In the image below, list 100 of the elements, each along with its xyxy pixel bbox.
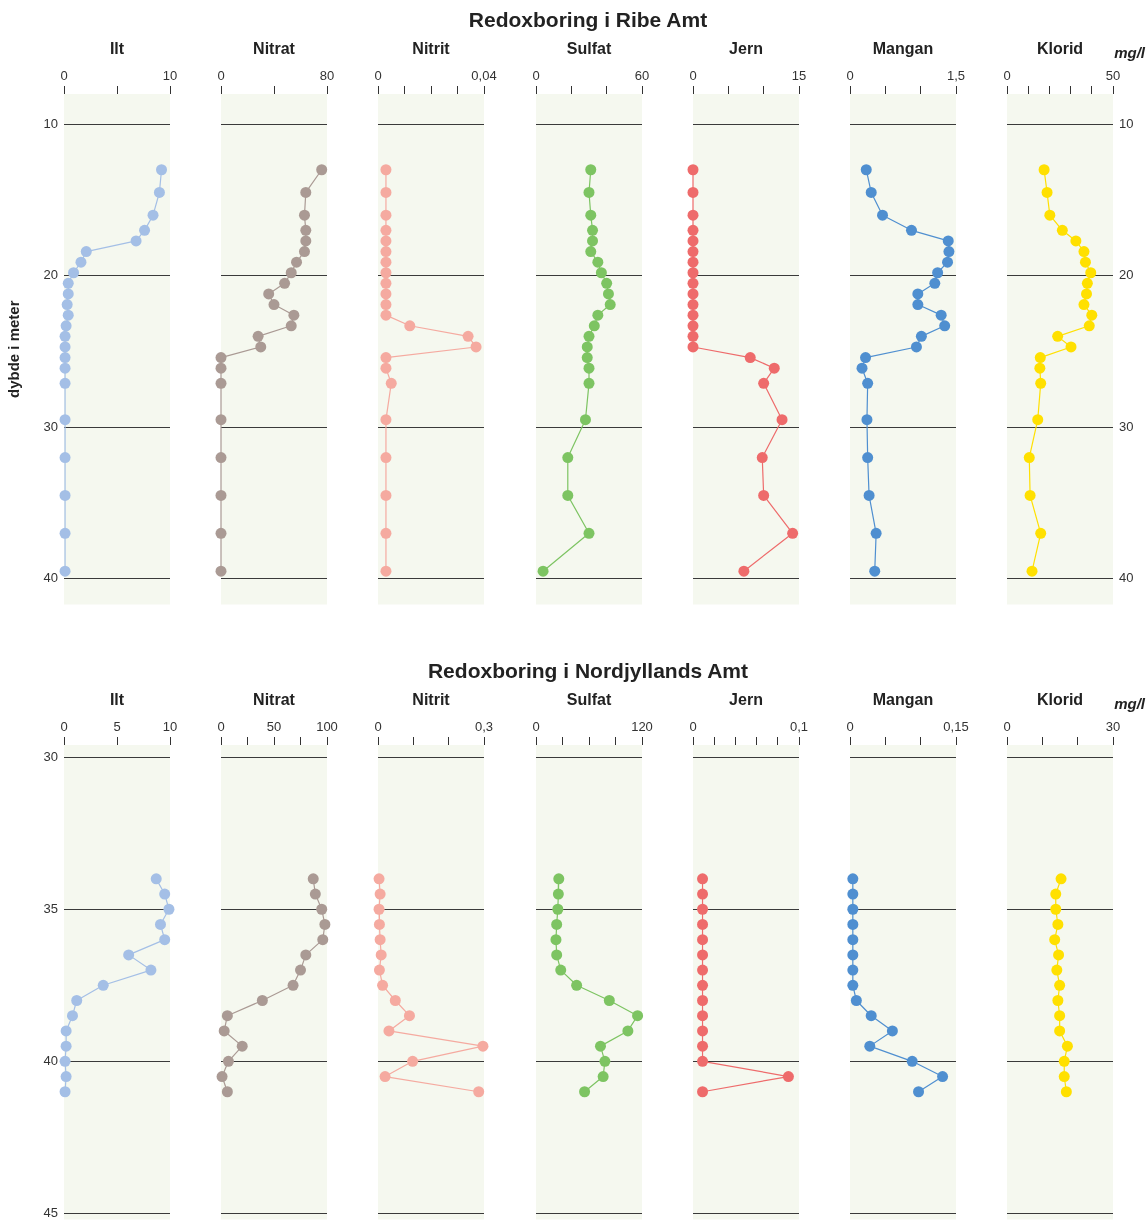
point	[603, 995, 615, 1006]
point	[738, 565, 750, 577]
point	[317, 934, 329, 946]
y2-tick-label: 40	[1119, 570, 1134, 586]
point	[404, 1010, 416, 1022]
point	[687, 341, 699, 353]
point	[1034, 352, 1046, 364]
x-tick-label: 1,5	[946, 67, 966, 83]
point	[551, 903, 563, 915]
x-tick-label: 0,04	[471, 67, 498, 83]
point	[300, 235, 312, 247]
point	[687, 309, 699, 321]
point	[1081, 288, 1093, 300]
point	[583, 186, 595, 198]
point	[860, 352, 872, 364]
point	[60, 1040, 72, 1052]
x-tick-label: 0	[217, 67, 225, 83]
point	[631, 1010, 643, 1022]
point	[584, 209, 596, 221]
point	[300, 949, 312, 961]
point	[856, 362, 868, 374]
point	[696, 979, 708, 991]
point	[687, 288, 699, 300]
point	[380, 209, 392, 221]
point	[1058, 1071, 1070, 1083]
point	[847, 873, 859, 885]
point	[215, 414, 227, 426]
point	[862, 452, 874, 464]
point	[380, 235, 392, 247]
point	[561, 489, 573, 501]
point	[861, 414, 873, 426]
point	[373, 873, 385, 885]
point	[942, 235, 954, 247]
text: Redoxboring i Nordjyllands Amt	[426, 659, 750, 683]
point	[591, 256, 603, 268]
point	[696, 934, 708, 946]
point	[583, 377, 595, 389]
point	[696, 888, 708, 900]
point	[744, 352, 756, 364]
x-axis-title: Mangan	[872, 40, 934, 58]
point	[147, 209, 159, 221]
point	[215, 377, 227, 389]
point	[937, 1071, 949, 1083]
point	[215, 362, 227, 374]
y2-tick-label: 30	[1119, 418, 1134, 434]
y-tick-label: 45	[43, 1204, 58, 1220]
point	[1054, 1025, 1066, 1037]
point	[1034, 362, 1046, 374]
x-tick-label: 5	[113, 718, 121, 734]
text: Redoxboring i Ribe Amt	[467, 8, 709, 32]
point	[929, 277, 941, 289]
point	[687, 235, 699, 247]
point	[263, 288, 275, 300]
point	[687, 186, 699, 198]
point	[379, 1071, 391, 1083]
x-tick-label: 0	[1003, 718, 1011, 734]
point	[550, 934, 562, 946]
x-tick-label: 0	[1003, 67, 1011, 83]
point	[1062, 1040, 1074, 1052]
y-tick-label: 30	[43, 418, 58, 434]
point	[380, 362, 392, 374]
point	[1035, 377, 1047, 389]
point	[59, 489, 71, 501]
point	[696, 1055, 708, 1067]
point	[786, 527, 798, 539]
x-tick-label: 0	[531, 718, 540, 734]
point	[1050, 903, 1062, 915]
point	[1082, 277, 1094, 289]
x-tick-label: 60	[634, 67, 649, 83]
point	[300, 186, 312, 198]
point	[588, 320, 600, 332]
point	[377, 979, 389, 991]
point	[380, 224, 392, 236]
point	[579, 414, 591, 426]
point	[154, 918, 166, 930]
point	[62, 288, 74, 300]
point	[870, 527, 882, 539]
point	[59, 377, 71, 389]
point	[1065, 341, 1077, 353]
x-axis-title: Sulfat	[566, 691, 612, 709]
point	[268, 299, 280, 311]
point	[768, 362, 780, 374]
point	[316, 903, 328, 915]
y-tick-label: 20	[43, 267, 58, 283]
point	[316, 164, 328, 176]
point	[602, 288, 614, 300]
point	[222, 1086, 234, 1098]
point	[598, 1055, 610, 1067]
x-tick-label: 0	[60, 718, 68, 734]
x-tick-label: 10	[162, 718, 178, 734]
point	[380, 256, 392, 268]
point	[145, 964, 157, 976]
point	[847, 979, 859, 991]
point	[865, 1010, 877, 1022]
point	[687, 256, 699, 268]
point	[380, 414, 392, 426]
point	[59, 341, 71, 353]
point	[1052, 330, 1064, 342]
point	[375, 888, 387, 900]
x-tick-label: 0	[374, 718, 383, 734]
